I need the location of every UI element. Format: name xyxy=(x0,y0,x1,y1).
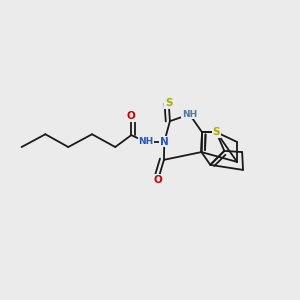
Text: S: S xyxy=(212,127,220,137)
Text: NH: NH xyxy=(139,137,154,146)
Text: NH: NH xyxy=(182,110,197,119)
Text: S: S xyxy=(165,98,172,108)
Text: O: O xyxy=(127,111,136,122)
Text: N: N xyxy=(160,137,169,147)
Text: O: O xyxy=(154,175,162,185)
